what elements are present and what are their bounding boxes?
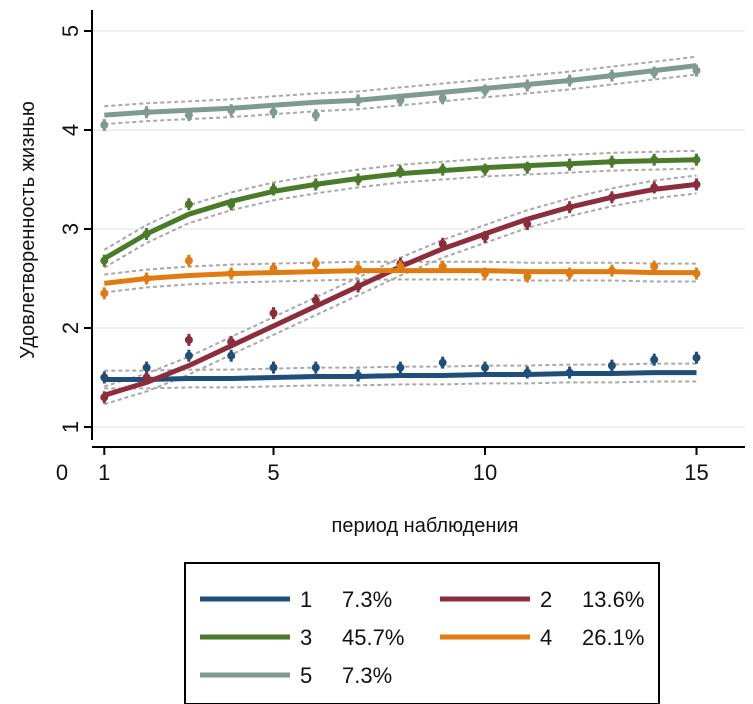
legend-share-series-5: 7.3% <box>342 663 392 688</box>
observed-point-series-1 <box>650 355 659 364</box>
x-tick-label-15: 15 <box>684 460 708 485</box>
observed-point-series-1 <box>481 363 489 372</box>
grid-lines <box>92 30 745 428</box>
observed-point-series-5 <box>438 94 447 103</box>
observed-point-series-5 <box>100 121 109 130</box>
x-tick-label-10: 10 <box>473 460 497 485</box>
observed-point-series-1 <box>607 361 616 370</box>
fitted-line-series-5 <box>104 63 697 118</box>
observed-point-series-5 <box>184 111 193 120</box>
legend-label-series-4: 4 <box>540 625 552 650</box>
observed-point-series-1 <box>184 351 193 360</box>
x-tick-label-1: 1 <box>98 460 110 485</box>
legend-label-series-5: 5 <box>300 663 312 688</box>
observed-point-series-5 <box>311 111 320 120</box>
y-tick-label-3: 3 <box>58 223 83 235</box>
series-layer <box>100 63 701 404</box>
legend-share-series-4: 26.1% <box>582 625 644 650</box>
legend-share-series-1: 7.3% <box>342 587 392 612</box>
legend: 1 7.3% 2 13.6% 3 45.7% 4 26.1% 5 7.3% <box>184 562 660 704</box>
y-tick-label-5: 5 <box>58 25 83 37</box>
fitted-line-series-4 <box>104 268 697 286</box>
observed-point-series-1 <box>311 363 320 372</box>
y-tick-label-1: 1 <box>58 421 83 433</box>
observed-point-series-4 <box>523 272 532 281</box>
observed-point-series-1 <box>438 358 447 367</box>
ci-lower-series-1 <box>104 380 697 390</box>
observed-point-series-1 <box>396 363 405 372</box>
observed-point-series-5 <box>692 66 701 75</box>
observed-point-series-5 <box>269 108 278 117</box>
observed-point-series-1 <box>692 353 701 362</box>
y-axis-label: Удовлетворенность жизнью <box>17 101 39 359</box>
observed-point-series-1 <box>142 363 151 372</box>
observed-point-series-2 <box>184 335 193 344</box>
legend-label-series-3: 3 <box>300 625 312 650</box>
x-tick-label-5: 5 <box>267 460 279 485</box>
ci-upper-series-5 <box>104 55 697 108</box>
x-axis-label: период наблюдения <box>332 515 519 537</box>
legend-share-series-2: 13.6% <box>582 587 644 612</box>
observed-point-series-1 <box>227 351 236 360</box>
observed-point-series-4 <box>184 256 193 265</box>
fitted-line-series-3 <box>103 157 697 261</box>
y-tick-label-2: 2 <box>58 322 83 334</box>
ci-lower-series-4 <box>104 278 697 294</box>
observed-point-series-2 <box>311 296 320 305</box>
observed-point-series-3 <box>184 200 193 209</box>
y-tick-label-4: 4 <box>58 124 83 136</box>
x-tick-label-0: 0 <box>56 460 68 485</box>
legend-box <box>184 562 660 704</box>
observed-point-series-1 <box>269 363 278 372</box>
observed-point-series-4 <box>311 259 320 268</box>
observed-point-series-2 <box>269 309 278 318</box>
observed-point-series-4 <box>650 262 659 271</box>
ci-lower-series-3 <box>103 167 697 269</box>
ci-upper-series-3 <box>103 149 697 251</box>
legend-label-series-2: 2 <box>540 587 552 612</box>
legend-share-series-3: 45.7% <box>342 625 404 650</box>
axes <box>84 10 745 455</box>
fitted-line-series-1 <box>104 370 697 382</box>
observed-point-series-4 <box>100 289 109 298</box>
ci-lower-series-2 <box>104 192 697 406</box>
legend-label-series-1: 1 <box>300 587 312 612</box>
